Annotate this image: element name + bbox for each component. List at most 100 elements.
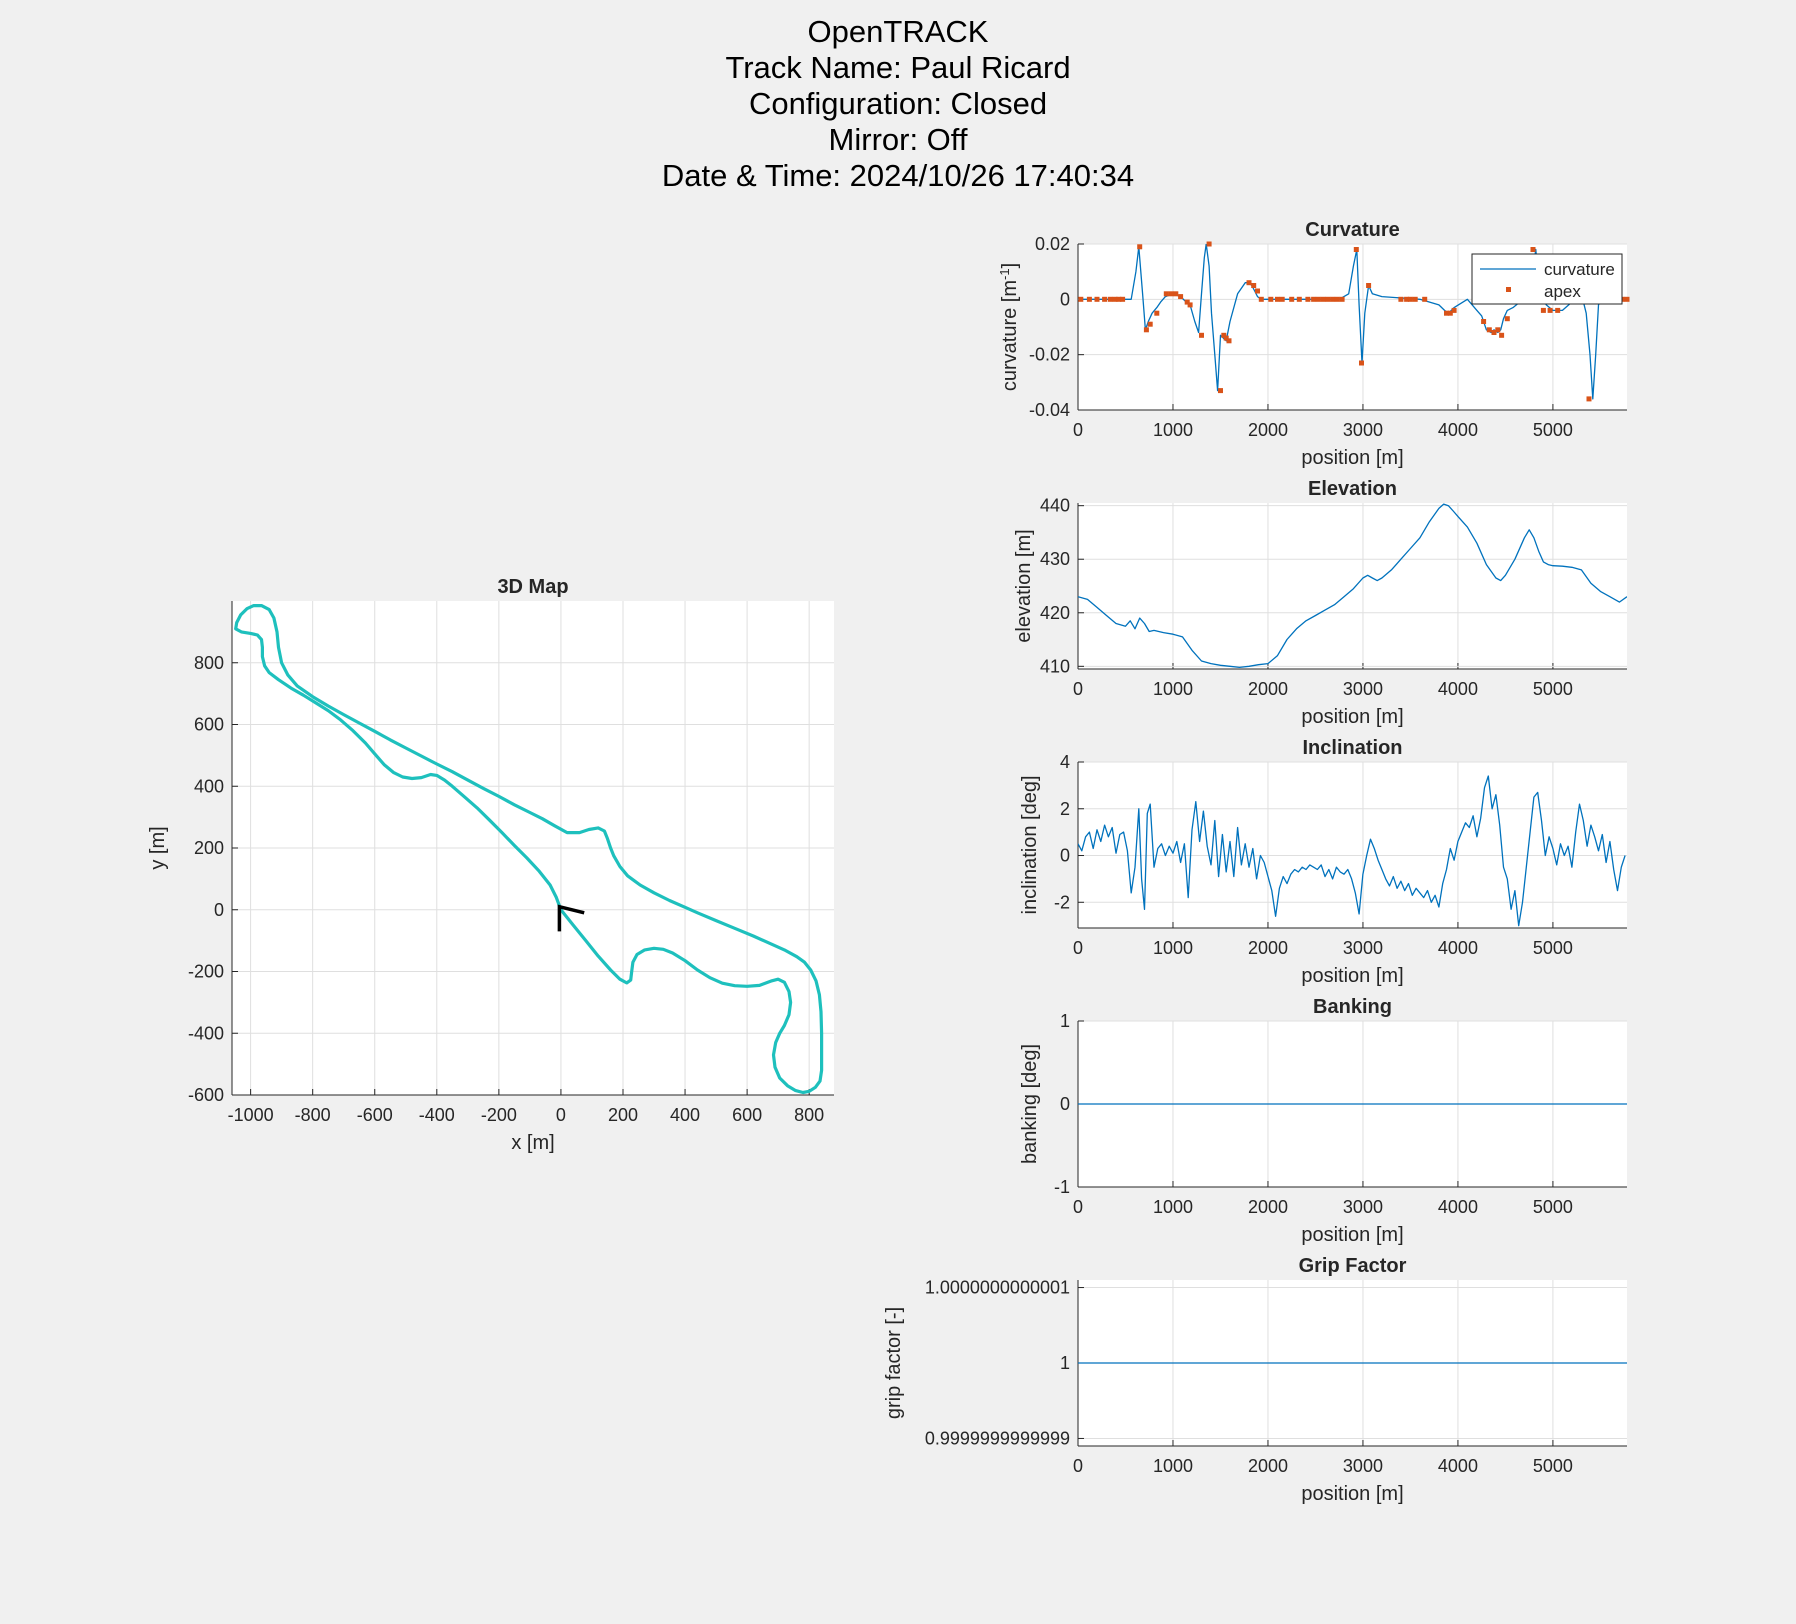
apex-point bbox=[1112, 296, 1118, 302]
elevation-plot-area bbox=[1078, 503, 1627, 669]
apex-point bbox=[1251, 283, 1257, 288]
apex-point bbox=[1120, 296, 1126, 302]
curvature-legend: curvature apex bbox=[1471, 253, 1623, 305]
apex-point bbox=[1137, 244, 1143, 250]
inclination-title: Inclination bbox=[1303, 737, 1403, 759]
banking-xtick-label: 1000 bbox=[1153, 1197, 1193, 1217]
elevation-chart: 0 1000 2000 3000 4000 5000 410 420 430 440 Elevati… bbox=[1013, 478, 1627, 728]
app-title: OpenTRACK bbox=[807, 14, 989, 49]
apex-point bbox=[1163, 291, 1169, 297]
elevation-ytick-label: 430 bbox=[1040, 549, 1070, 569]
apex-point bbox=[1296, 296, 1302, 302]
apex-point bbox=[1412, 296, 1418, 302]
curvature-ytick-label: -0.04 bbox=[1029, 400, 1070, 420]
inclination-ytick-label: 4 bbox=[1060, 752, 1070, 772]
curvature-xtick-label: 4000 bbox=[1438, 420, 1478, 440]
banking-xtick-label: 4000 bbox=[1438, 1197, 1478, 1217]
apex-point bbox=[1255, 288, 1260, 294]
apex-point bbox=[1311, 296, 1317, 302]
curvature-ytick-label: 0 bbox=[1060, 289, 1070, 309]
curvature-ytick-label: 0.02 bbox=[1035, 234, 1070, 254]
banking-xlabel: position [m] bbox=[1301, 1224, 1403, 1246]
inclination-ytick-label: -2 bbox=[1054, 892, 1070, 912]
grip-title: Grip Factor bbox=[1299, 1255, 1407, 1277]
grip-xtick-label: 1000 bbox=[1153, 1456, 1193, 1476]
map3d-xtick-label: -1000 bbox=[228, 1105, 274, 1125]
map3d-ytick-label: 600 bbox=[194, 715, 224, 735]
grip-xtick-label: 3000 bbox=[1343, 1456, 1383, 1476]
grip-xtick-label: 5000 bbox=[1533, 1456, 1573, 1476]
apex-point bbox=[1624, 296, 1630, 302]
banking-xtick-label: 3000 bbox=[1343, 1197, 1383, 1217]
apex-point bbox=[1116, 296, 1122, 302]
map3d-ylabel: y [m] bbox=[147, 826, 169, 869]
map3d-xlabel: x [m] bbox=[511, 1132, 554, 1154]
apex-point bbox=[1147, 321, 1153, 327]
apex-point bbox=[1275, 296, 1280, 302]
curvature-xtick-label: 5000 bbox=[1533, 420, 1573, 440]
map3d-ytick-label: -200 bbox=[188, 962, 224, 982]
curvature-title: Curvature bbox=[1305, 219, 1399, 241]
map3d-xtick-label: 600 bbox=[732, 1105, 762, 1125]
apex-point bbox=[1447, 310, 1453, 316]
curvature-ytick-label: -0.02 bbox=[1029, 345, 1070, 365]
apex-point bbox=[1330, 296, 1336, 302]
curvature-xlabel: position [m] bbox=[1301, 447, 1403, 469]
apex-point bbox=[1279, 296, 1285, 302]
grip-xtick-label: 4000 bbox=[1438, 1456, 1478, 1476]
mirror-status: Mirror: Off bbox=[828, 122, 968, 157]
map3d-xtick-label: 0 bbox=[556, 1105, 566, 1125]
grip-xtick-label: 0 bbox=[1073, 1456, 1083, 1476]
curvature-xtick-label: 0 bbox=[1073, 420, 1083, 440]
apex-point bbox=[1173, 291, 1179, 297]
apex-point bbox=[1078, 296, 1084, 302]
apex-point bbox=[1486, 327, 1492, 333]
map3d-ytick-label: 800 bbox=[194, 653, 224, 673]
banking-ytick-label: 0 bbox=[1060, 1094, 1070, 1114]
apex-point bbox=[1504, 316, 1510, 322]
apex-point bbox=[1258, 296, 1264, 302]
inclination-xtick-label: 0 bbox=[1073, 938, 1083, 958]
banking-ytick-label: -1 bbox=[1054, 1177, 1070, 1197]
apex-point bbox=[1246, 280, 1252, 286]
map3d-ytick-label: 0 bbox=[214, 900, 224, 920]
track-name: Track Name: Paul Ricard bbox=[725, 50, 1071, 85]
apex-point bbox=[1206, 241, 1212, 247]
grip-chart: 0 1000 2000 3000 4000 5000 0.9999999999999 1 1.0… bbox=[883, 1255, 1627, 1505]
curvature-ylabel-superscript: -1 bbox=[997, 268, 1012, 280]
curvature-ylabel-end: ] bbox=[999, 263, 1021, 269]
apex-point bbox=[1398, 296, 1404, 302]
configuration: Configuration: Closed bbox=[748, 86, 1048, 121]
apex-point bbox=[1223, 335, 1229, 341]
elevation-xtick-label: 5000 bbox=[1533, 679, 1573, 699]
banking-xtick-label: 0 bbox=[1073, 1197, 1083, 1217]
apex-point bbox=[1315, 296, 1321, 302]
inclination-xtick-label: 5000 bbox=[1533, 938, 1573, 958]
apex-point bbox=[1353, 247, 1359, 252]
apex-point bbox=[1268, 296, 1274, 302]
legend-marker-swatch bbox=[1506, 287, 1511, 292]
grip-xtick-label: 2000 bbox=[1248, 1456, 1288, 1476]
map3d-xtick-label: -800 bbox=[295, 1105, 331, 1125]
apex-point bbox=[1540, 307, 1546, 313]
map3d-ytick-label: -400 bbox=[188, 1023, 224, 1043]
apex-point bbox=[1407, 296, 1413, 302]
apex-point bbox=[1187, 302, 1193, 308]
grip-ylabel: grip factor [-] bbox=[883, 1307, 905, 1419]
elevation-xlabel: position [m] bbox=[1301, 706, 1403, 728]
start-arrow-marker bbox=[557, 904, 585, 932]
apex-point bbox=[1199, 332, 1204, 338]
inclination-plot-area bbox=[1078, 762, 1627, 928]
elevation-ylabel: elevation [m] bbox=[1013, 529, 1035, 642]
map3d-xtick-label: -400 bbox=[419, 1105, 455, 1125]
banking-chart: 0 1000 2000 3000 4000 5000-101Bankingposition… bbox=[1019, 996, 1627, 1246]
apex-point bbox=[1221, 332, 1227, 338]
apex-markers bbox=[1078, 241, 1630, 402]
apex-point bbox=[1586, 396, 1592, 402]
map3d-ytick-label: 400 bbox=[194, 776, 224, 796]
apex-point bbox=[1422, 296, 1428, 302]
apex-point bbox=[1094, 296, 1100, 302]
inclination-ytick-label: 2 bbox=[1060, 799, 1070, 819]
map3d-xtick-label: 200 bbox=[608, 1105, 638, 1125]
